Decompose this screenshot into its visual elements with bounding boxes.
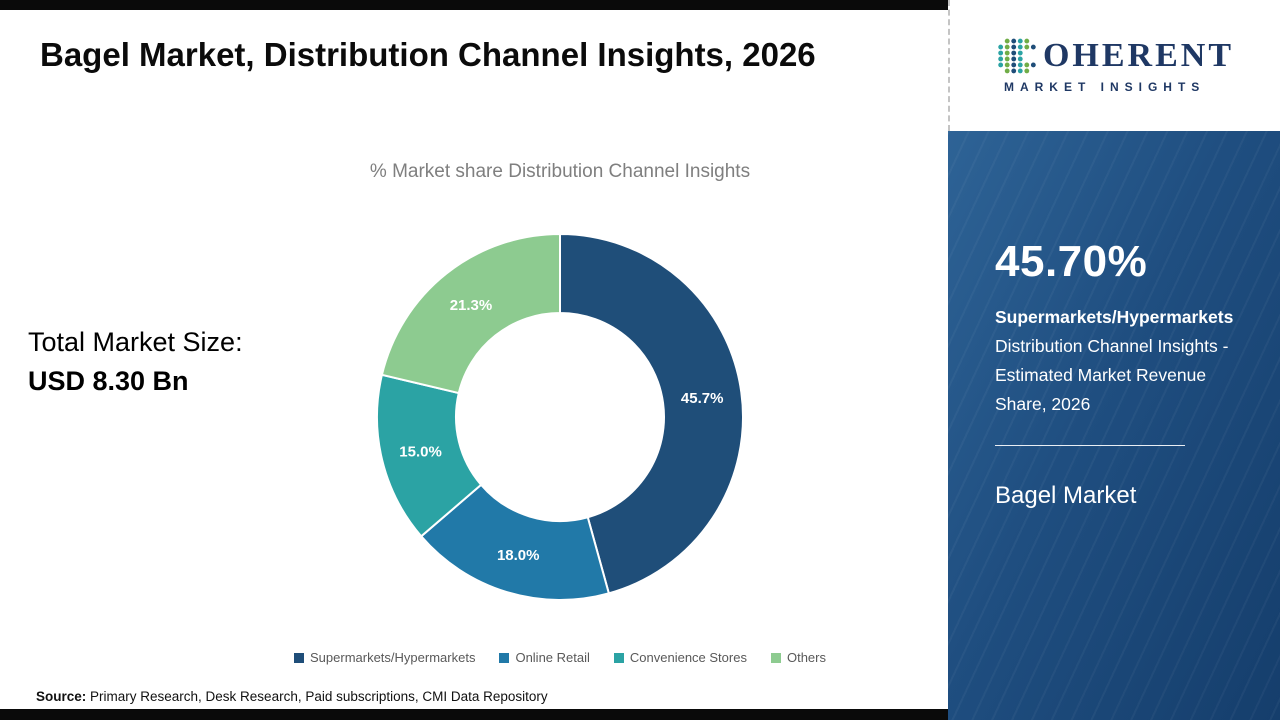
chart-title: % Market share Distribution Channel Insi… bbox=[369, 161, 751, 182]
source-line: Source: Primary Research, Desk Research,… bbox=[36, 689, 548, 704]
coherent-logo: OHERENT MARKET INSIGHTS bbox=[996, 37, 1234, 94]
donut-chart: 45.7% 18.0% 15.0% 21.3% bbox=[370, 227, 750, 607]
legend-label: Others bbox=[786, 650, 826, 665]
top-border-bar bbox=[0, 0, 948, 10]
legend-item-0: Supermarkets/Hypermarkets bbox=[294, 650, 475, 665]
market-size-block: Total Market Size: USD 8.30 Bn bbox=[28, 327, 243, 397]
stat-description-rest: Distribution Channel Insights - Estimate… bbox=[995, 335, 1229, 414]
source-label: Source: bbox=[36, 689, 87, 704]
dot-grid-c-icon bbox=[998, 38, 1036, 74]
legend-item-2: Convenience Stores bbox=[613, 650, 747, 665]
donut-chart-svg: 45.7% 18.0% 15.0% 21.3% bbox=[376, 232, 744, 601]
bottom-border-bar bbox=[0, 709, 948, 720]
market-name: Bagel Market bbox=[995, 481, 1137, 509]
source-text: Primary Research, Desk Research, Paid su… bbox=[86, 689, 548, 704]
legend-swatch-icon bbox=[294, 652, 304, 663]
legend-label: Online Retail bbox=[515, 650, 590, 665]
stat-description-bold: Supermarkets/Hypermarkets bbox=[995, 307, 1234, 327]
legend-swatch-icon bbox=[770, 652, 781, 663]
legend-label: Supermarkets/Hypermarkets bbox=[310, 650, 476, 665]
market-size-label: Total Market Size: bbox=[28, 327, 243, 357]
divider-line bbox=[995, 444, 1185, 446]
stat-description: Supermarkets/Hypermarkets Distribution C… bbox=[995, 303, 1247, 419]
donut-segment-label-3: 21.3% bbox=[450, 297, 493, 314]
donut-segment-label-1: 18.0% bbox=[497, 547, 540, 564]
legend-swatch-icon bbox=[613, 652, 624, 663]
legend-label: Convenience Stores bbox=[629, 650, 747, 665]
donut-segment-label-2: 15.0% bbox=[399, 443, 442, 460]
logo-wordmark: OHERENT bbox=[1042, 37, 1235, 74]
sidebar-highlight-panel: 45.70% Supermarkets/Hypermarkets Distrib… bbox=[948, 131, 1280, 720]
main-panel: Bagel Market, Distribution Channel Insig… bbox=[0, 0, 948, 720]
donut-segment-label-0: 45.7% bbox=[681, 390, 724, 407]
donut-segment-0 bbox=[559, 232, 744, 595]
legend-item-1: Online Retail bbox=[499, 650, 590, 665]
legend-swatch-icon bbox=[499, 652, 510, 663]
logo-area: OHERENT MARKET INSIGHTS bbox=[948, 0, 1280, 131]
market-size-value: USD 8.30 Bn bbox=[28, 366, 189, 396]
donut-segment-1 bbox=[419, 483, 611, 601]
legend-item-3: Others bbox=[770, 650, 826, 665]
chart-legend: Supermarkets/Hypermarkets Online Retail Co… bbox=[150, 650, 970, 665]
logo-subtitle: MARKET INSIGHTS bbox=[1003, 80, 1206, 94]
donut-segment-3 bbox=[380, 232, 561, 395]
page-title: Bagel Market, Distribution Channel Insig… bbox=[40, 36, 816, 73]
stat-value: 45.70% bbox=[995, 237, 1148, 286]
sidebar: OHERENT MARKET INSIGHTS 45.70% Supermark… bbox=[948, 0, 1280, 720]
